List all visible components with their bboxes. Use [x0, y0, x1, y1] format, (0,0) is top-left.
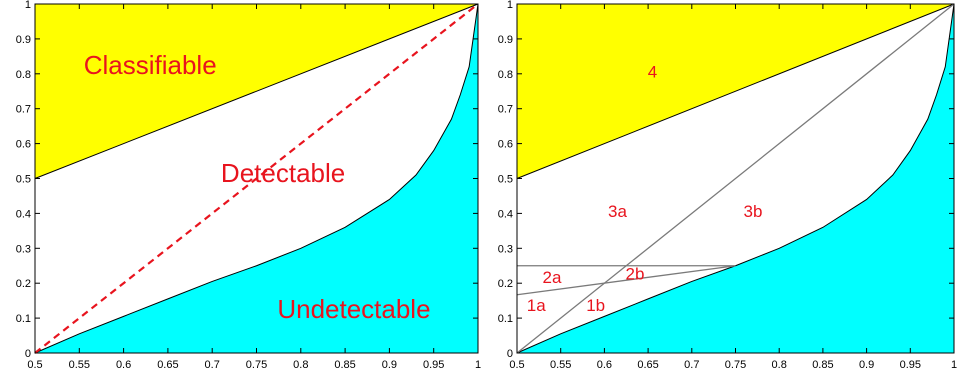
diagonal-line	[516, 3, 955, 354]
x-tick-label: 0.7	[205, 359, 220, 371]
region-label-3a: 3a	[608, 202, 627, 221]
region-label-classifiable: Classifiable	[84, 50, 217, 80]
y-tick-label: 0	[25, 348, 31, 360]
y-tick-label: 0.7	[16, 104, 31, 116]
y-tick-label: 1	[507, 0, 513, 11]
classifiable-boundary-line	[516, 3, 955, 179]
y-tick-label: 0.4	[16, 208, 31, 220]
region-label-2b: 2b	[626, 265, 645, 284]
region-label-detectable: Detectable	[221, 158, 345, 188]
right-plot: 0.5 0.55 0.6 0.65 0.7 0.75 0.8 0.85 0.9 0.95 1 0 0.1…	[498, 0, 957, 371]
x-tick-label: 0.7	[684, 359, 699, 371]
region-label-1a: 1a	[527, 296, 546, 315]
undetectable-boundary-line	[34, 3, 479, 354]
x-tick-label: 0.55	[550, 359, 571, 371]
sloped-line	[516, 265, 736, 296]
y-tick-label: 0.6	[498, 139, 513, 151]
x-tick-label: 1	[951, 359, 957, 371]
y-tick-label: 0.3	[16, 243, 31, 255]
y-tick-label: 0.5	[498, 174, 513, 186]
y-tick-label: 0.3	[498, 243, 513, 255]
x-tick-label: 0.95	[423, 359, 444, 371]
x-tick-label: 0.65	[157, 359, 178, 371]
x-tick-label: 0.85	[334, 359, 355, 371]
x-tick-label: 0.9	[859, 359, 874, 371]
x-tick-label: 0.5	[509, 359, 524, 371]
x-tick-label: 0.6	[116, 359, 131, 371]
undetectable-region	[35, 4, 478, 353]
x-tick-label: 0.65	[637, 359, 658, 371]
y-tick-label: 0.1	[498, 313, 513, 325]
y-tick-label: 0.8	[16, 69, 31, 81]
region-label-2a: 2a	[542, 268, 561, 287]
x-tick-label: 0.55	[69, 359, 90, 371]
undetectable-boundary-line	[516, 3, 955, 354]
y-tick-label: 0.1	[16, 313, 31, 325]
x-tick-label: 0.8	[293, 359, 308, 371]
x-tick-label: 0.8	[772, 359, 787, 371]
undetectable-region	[517, 4, 954, 353]
left-plot: 0.5 0.55 0.6 0.65 0.7 0.75 0.8 0.85 0.9 0.95 1 0 0.1…	[16, 0, 481, 371]
y-tick-label: 0.2	[16, 278, 31, 290]
y-tick-label: 0.7	[498, 104, 513, 116]
region-label-4: 4	[648, 62, 657, 81]
x-tick-label: 0.5	[27, 359, 42, 371]
y-tick-label: 0.9	[498, 34, 513, 46]
x-tick-label: 0.6	[597, 359, 612, 371]
y-tick-label: 0.8	[498, 69, 513, 81]
y-tick-label: 0.6	[16, 139, 31, 151]
y-tick-label: 0.5	[16, 174, 31, 186]
region-label-3b: 3b	[744, 202, 763, 221]
x-tick-label: 0.9	[382, 359, 397, 371]
x-tick-label: 0.75	[246, 359, 267, 371]
x-tick-label: 0.85	[812, 359, 833, 371]
y-tick-label: 1	[25, 0, 31, 11]
diagonal-dashed-line	[34, 3, 479, 354]
classifiable-boundary-line	[34, 3, 479, 179]
y-tick-label: 0.4	[498, 208, 513, 220]
x-tick-label: 1	[475, 359, 481, 371]
y-tick-label: 0	[507, 348, 513, 360]
y-tick-label: 0.9	[16, 34, 31, 46]
x-tick-label: 0.75	[725, 359, 746, 371]
region-label-undetectable: Undetectable	[277, 294, 430, 324]
region-label-1b: 1b	[586, 296, 605, 315]
x-tick-label: 0.95	[900, 359, 921, 371]
y-tick-label: 0.2	[498, 278, 513, 290]
